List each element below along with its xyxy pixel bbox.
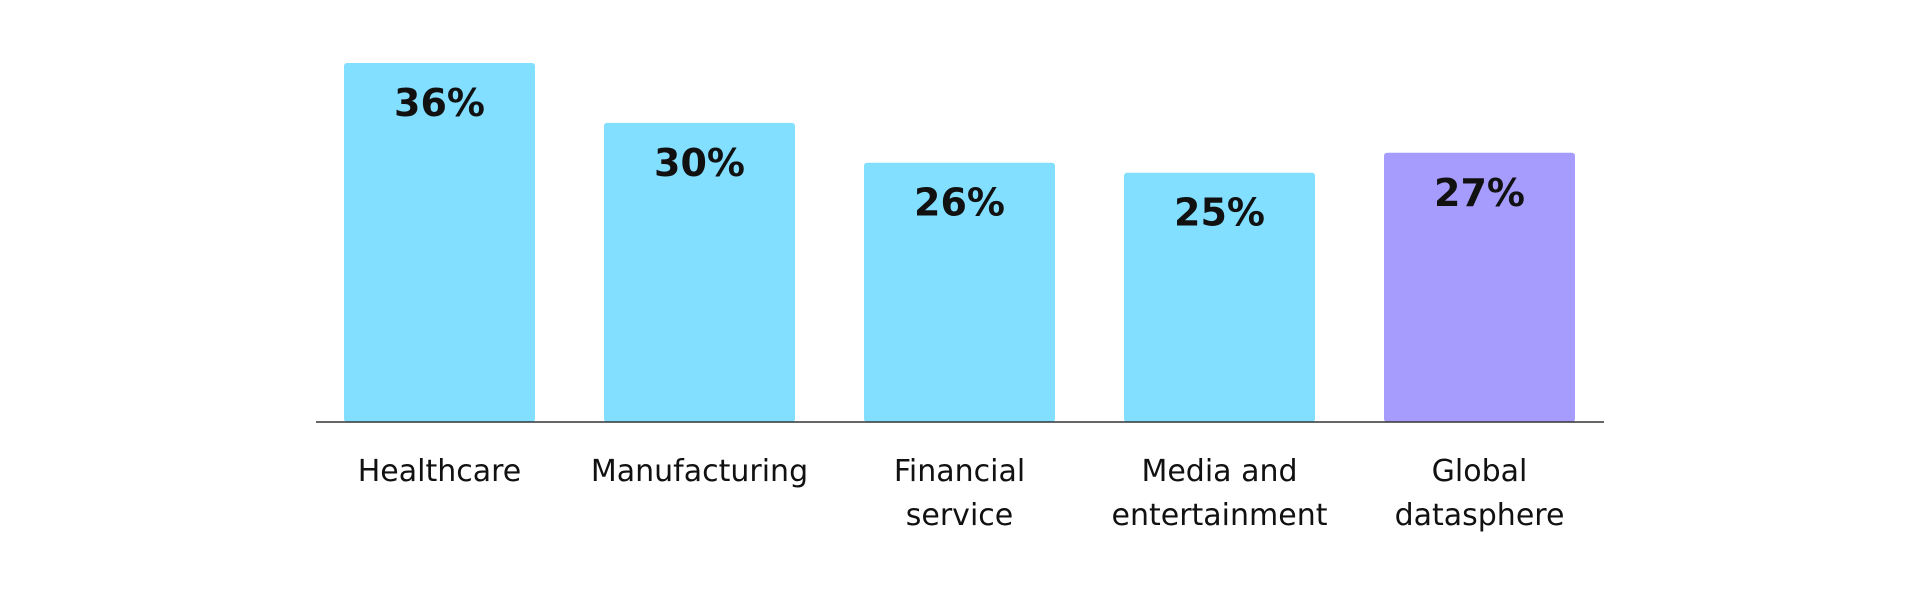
value-label-4: 27% — [1434, 171, 1525, 215]
category-label-3-line-1: entertainment — [1112, 498, 1328, 533]
category-labels-group: Healthcare Manufacturing Financial service M… — [358, 454, 1565, 533]
bars-group — [344, 63, 1575, 422]
category-label-2-line-0: Financial — [894, 454, 1025, 489]
value-label-3: 25% — [1174, 191, 1265, 235]
category-label-3-line-0: Media and — [1141, 454, 1297, 489]
value-label-2: 26% — [914, 181, 1005, 225]
value-label-1: 30% — [654, 141, 745, 185]
category-label-4-line-0: Global — [1432, 454, 1528, 489]
bar-4 — [1384, 152, 1575, 422]
value-label-0: 36% — [394, 81, 485, 125]
category-label-2-line-1: service — [906, 498, 1013, 533]
bar-1 — [604, 122, 795, 422]
bar-3 — [1124, 172, 1315, 422]
category-label-1-line-0: Manufacturing — [591, 454, 808, 489]
bar-2 — [864, 162, 1055, 422]
value-labels-group: 36% 30% 26% 25% 27% — [394, 81, 1525, 235]
category-label-0-line-0: Healthcare — [358, 454, 522, 489]
bar-0 — [344, 63, 535, 422]
category-label-4-line-1: datasphere — [1395, 498, 1565, 533]
